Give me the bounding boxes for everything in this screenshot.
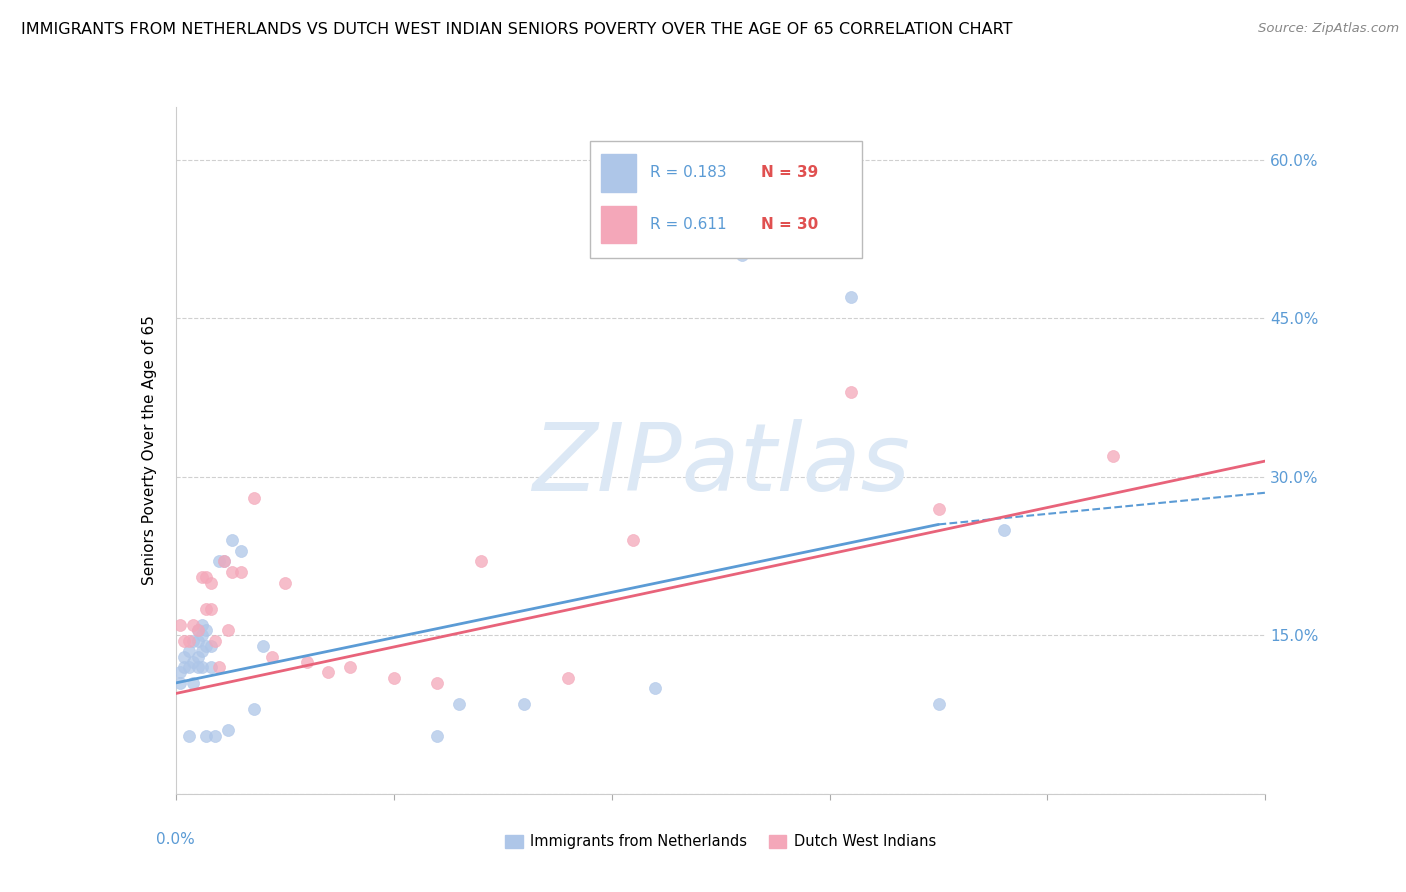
- Point: [195, 639, 218, 653]
- Point: [186, 649, 209, 664]
- Point: [260, 649, 283, 664]
- Text: IMMIGRANTS FROM NETHERLANDS VS DUTCH WEST INDIAN SENIORS POVERTY OVER THE AGE OF: IMMIGRANTS FROM NETHERLANDS VS DUTCH WES…: [21, 22, 1012, 37]
- Point: [191, 570, 214, 584]
- Point: [252, 639, 274, 653]
- Point: [470, 554, 492, 568]
- Point: [212, 554, 235, 568]
- Point: [243, 702, 266, 716]
- Point: [841, 290, 863, 304]
- Point: [200, 639, 222, 653]
- Point: [191, 617, 214, 632]
- Point: [513, 697, 536, 711]
- Point: [191, 628, 214, 642]
- Point: [186, 660, 209, 674]
- Point: [181, 676, 204, 690]
- Point: [195, 623, 218, 637]
- Point: [426, 729, 449, 743]
- Point: [200, 602, 222, 616]
- Point: [841, 385, 863, 400]
- Text: Source: ZipAtlas.com: Source: ZipAtlas.com: [1258, 22, 1399, 36]
- Point: [208, 660, 231, 674]
- Point: [177, 660, 200, 674]
- Point: [191, 644, 214, 658]
- Text: 0.0%: 0.0%: [156, 831, 195, 847]
- Point: [644, 681, 666, 696]
- Point: [181, 617, 204, 632]
- Point: [177, 729, 200, 743]
- Point: [426, 676, 449, 690]
- Point: [928, 501, 950, 516]
- Point: [177, 633, 200, 648]
- Point: [195, 602, 218, 616]
- Legend: Immigrants from Netherlands, Dutch West Indians: Immigrants from Netherlands, Dutch West …: [499, 829, 942, 855]
- Point: [195, 570, 218, 584]
- Point: [231, 565, 253, 579]
- Point: [169, 676, 191, 690]
- Point: [231, 544, 253, 558]
- Point: [221, 533, 243, 548]
- Point: [204, 729, 226, 743]
- Point: [1102, 449, 1125, 463]
- Point: [181, 655, 204, 669]
- Point: [208, 554, 231, 568]
- Point: [186, 633, 209, 648]
- Point: [928, 697, 950, 711]
- Point: [173, 660, 195, 674]
- Point: [318, 665, 340, 680]
- Point: [731, 248, 754, 262]
- Point: [217, 623, 239, 637]
- Point: [217, 723, 239, 738]
- Y-axis label: Seniors Poverty Over the Age of 65: Seniors Poverty Over the Age of 65: [142, 316, 157, 585]
- Point: [186, 623, 209, 637]
- Point: [200, 575, 222, 590]
- Point: [221, 565, 243, 579]
- Point: [557, 671, 579, 685]
- Point: [274, 575, 297, 590]
- Point: [186, 623, 209, 637]
- Point: [204, 633, 226, 648]
- Point: [173, 633, 195, 648]
- Point: [169, 665, 191, 680]
- Point: [195, 729, 218, 743]
- Point: [169, 617, 191, 632]
- Point: [621, 533, 644, 548]
- Point: [447, 697, 470, 711]
- Point: [191, 660, 214, 674]
- Text: ZIPatlas: ZIPatlas: [531, 418, 910, 509]
- Point: [339, 660, 361, 674]
- Point: [993, 523, 1015, 537]
- Point: [173, 649, 195, 664]
- Point: [177, 644, 200, 658]
- Point: [243, 491, 266, 505]
- Point: [382, 671, 405, 685]
- Point: [295, 655, 318, 669]
- Point: [200, 660, 222, 674]
- Point: [181, 633, 204, 648]
- Point: [212, 554, 235, 568]
